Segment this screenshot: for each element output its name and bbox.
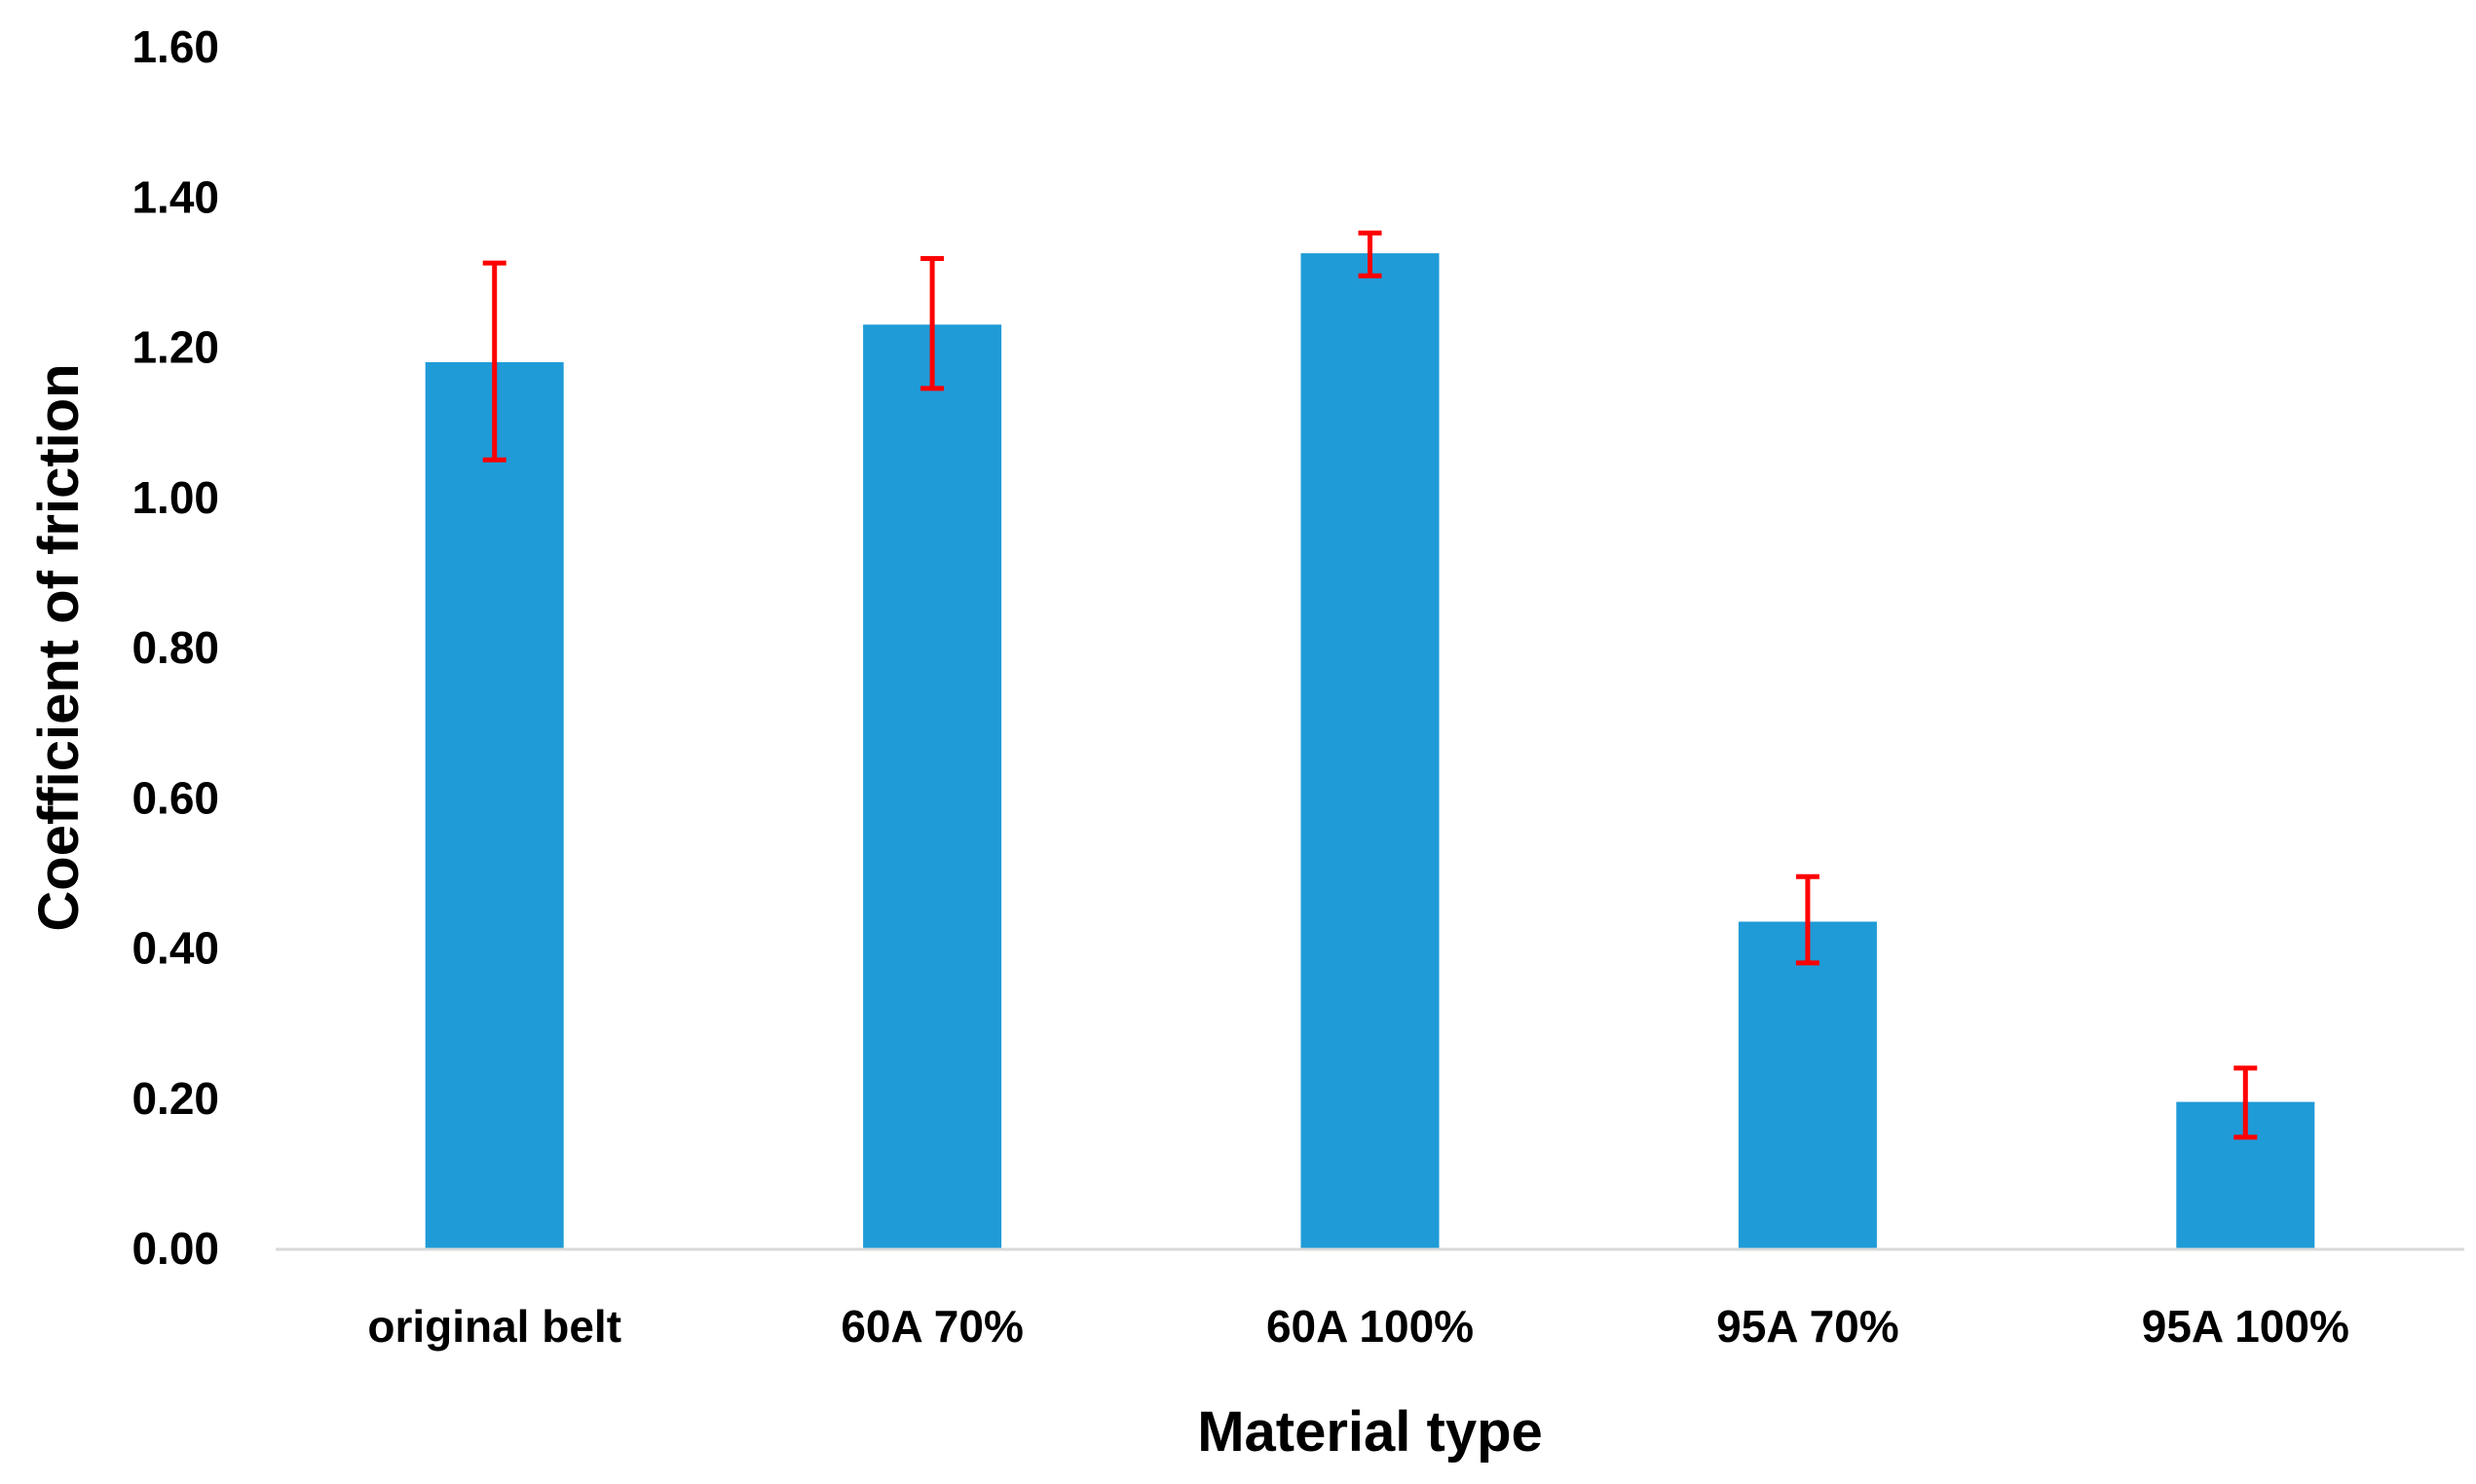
error-bar	[2233, 1065, 2258, 1140]
y-tick-label: 0.20	[131, 1073, 219, 1124]
bar	[863, 324, 1002, 1248]
x-tick-label: 60A 100%	[1266, 1301, 1474, 1352]
x-tick-label: 95A 100%	[2142, 1301, 2349, 1352]
y-tick-label: 0.60	[131, 772, 219, 823]
y-tick-label: 0.80	[131, 622, 219, 673]
x-axis-title: Material type	[1197, 1400, 1543, 1464]
bar	[425, 361, 564, 1248]
x-tick-label: original belt	[367, 1301, 621, 1352]
y-tick-label: 1.40	[131, 171, 219, 222]
y-tick-label: 1.60	[131, 21, 219, 72]
y-tick-label: 1.00	[131, 472, 219, 523]
error-bar	[1358, 230, 1382, 278]
y-axis-title: Coefficient of friction	[27, 363, 91, 931]
y-axis-ticks: 0.00 0.20 0.40 0.60 0.80 1.00 1.20 1.40 1.60	[131, 21, 219, 1274]
error-bar	[920, 255, 945, 391]
x-tick-label: 60A 70%	[841, 1301, 1024, 1352]
bars-group	[425, 253, 2315, 1248]
error-bar	[482, 260, 506, 463]
bar	[1300, 253, 1440, 1248]
bar	[1738, 921, 1877, 1248]
y-tick-label: 0.40	[131, 923, 219, 974]
y-tick-label: 1.20	[131, 322, 219, 373]
x-axis-ticks: original belt 60A 70% 60A 100% 95A 70% 95A 1…	[367, 1301, 2348, 1352]
error-bar	[1795, 873, 1819, 966]
x-tick-label: 95A 70%	[1716, 1301, 1899, 1352]
error-bars-group	[482, 230, 2258, 1140]
y-tick-label: 0.00	[131, 1223, 219, 1274]
